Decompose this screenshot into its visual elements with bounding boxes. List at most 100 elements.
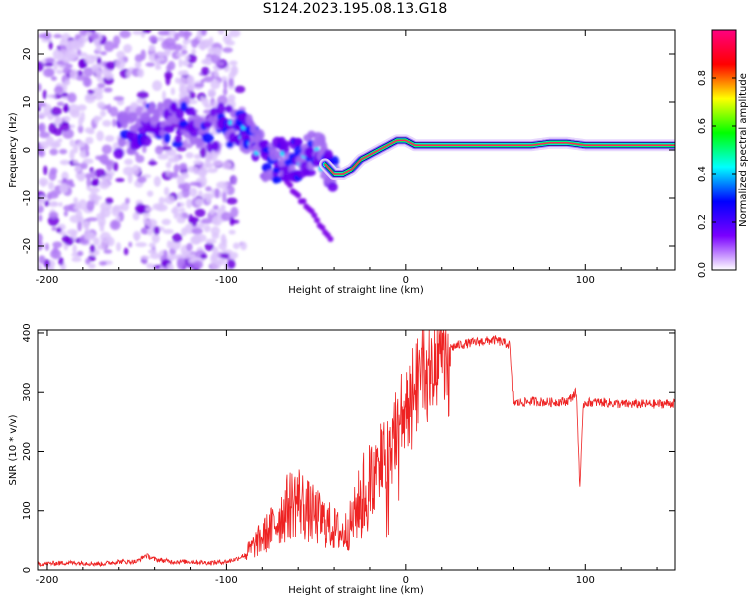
spectrogram-noise-blob <box>69 183 76 188</box>
spectrogram-noise-blob <box>226 197 238 205</box>
spectrogram-noise-blob <box>173 213 179 219</box>
spectrogram-noise-blob <box>186 198 193 209</box>
spectrogram-noise-blob <box>94 38 100 47</box>
spectrogram-noise-blob <box>77 220 82 232</box>
spectrogram-noise-blob <box>198 166 207 178</box>
spectrogram-noise-blob <box>89 244 96 253</box>
spectrogram-noise-blob <box>115 178 125 183</box>
spectrogram-noise-blob <box>228 78 234 87</box>
spectrogram-noise-blob <box>148 35 158 43</box>
spectrogram-noise-blob <box>182 59 189 67</box>
spectrogram-noise-blob <box>98 261 107 266</box>
spectrogram-noise-blob <box>199 147 207 159</box>
spectrogram-noise-blob <box>193 153 202 160</box>
spectrogram-noise-blob <box>220 252 229 260</box>
spectrogram-noise-blob <box>209 208 215 215</box>
spectrogram-ridge-edge <box>324 142 675 177</box>
spectrogram-noise-blob <box>200 175 207 187</box>
spectrogram-noise-blob <box>38 255 46 264</box>
spectrogram-noise-blob <box>134 54 143 63</box>
spectrogram-noise-blob <box>205 186 212 192</box>
spectrogram-noise-blob <box>153 176 161 187</box>
spectrogram-noise-blob <box>220 233 227 244</box>
spectrogram-noise-blob <box>97 101 106 109</box>
spectrogram-noise-blob <box>44 242 49 251</box>
spectrogram-ridge-blob <box>330 155 340 167</box>
spectrogram-noise-blob <box>145 62 155 67</box>
spectrogram-noise-blob <box>186 83 196 91</box>
spectrogram-noise-blob <box>200 79 205 84</box>
spectrogram-noise-blob <box>93 33 100 40</box>
spectrogram-noise-blob <box>193 83 205 88</box>
spectrogram-noise-blob <box>161 218 171 226</box>
spectrogram-ridge-band <box>324 139 675 175</box>
spectrogram-noise-blob <box>48 181 55 190</box>
snr-x-tick-label: 0 <box>403 575 409 586</box>
spectrogram-noise-blob <box>226 259 236 270</box>
spectrogram-noise-blob <box>134 151 139 158</box>
spectrogram-noise-blob <box>39 131 51 139</box>
spectrogram-noise-blob <box>156 51 167 57</box>
spectrogram-noise-blob <box>99 110 107 117</box>
spectrogram-noise-blob <box>191 38 198 48</box>
spectrogram-noise-blob <box>228 229 236 235</box>
spectrogram-noise-blob <box>171 50 181 60</box>
spectrogram-noise-blob <box>148 44 156 52</box>
spectrogram-ridge-blob <box>210 141 220 151</box>
spectrogram-noise-blob <box>84 93 96 104</box>
spectrogram-noise-blob <box>218 242 227 251</box>
spectrogram-noise-blob <box>212 160 224 167</box>
spectrogram-ridge-blob <box>303 169 316 177</box>
spectrogram-noise-blob <box>229 216 235 226</box>
spectrogram-noise-blob <box>63 204 75 212</box>
spectrogram-noise-blob <box>217 30 225 35</box>
spectrogram-noise-blob <box>186 242 193 252</box>
spectrogram-noise-blob <box>208 36 214 47</box>
spectrogram-noise-blob <box>175 77 180 84</box>
spectrogram-noise-blob <box>82 220 90 226</box>
spectrogram-y-tick-label: 20 <box>22 48 33 61</box>
spectrogram-noise-blob <box>112 44 119 49</box>
spectrogram-noise-blob <box>42 67 55 78</box>
spectrogram-noise-blob <box>191 216 198 227</box>
spectrogram-noise-blob <box>38 233 43 244</box>
spectrogram-noise-blob <box>154 145 164 155</box>
spectrogram-noise-blob <box>115 58 126 70</box>
spectrogram-noise-blob <box>52 49 61 60</box>
spectrogram-noise-blob <box>194 208 206 218</box>
spectrogram-noise-blob <box>140 255 150 260</box>
spectrogram-ridge-blob <box>128 111 138 123</box>
spectrogram-noise-blob <box>189 187 198 197</box>
spectrogram-ridge-blob <box>201 132 214 144</box>
spectrogram-noise-blob <box>230 65 239 76</box>
spectrogram-noise-blob <box>78 36 89 43</box>
snr-x-tick-label: -100 <box>215 575 238 586</box>
spectrogram-noise-blob <box>214 188 220 199</box>
spectrogram-noise-blob <box>205 238 217 244</box>
spectrogram-noise-blob <box>178 207 186 213</box>
spectrogram-y-tick-label: 10 <box>22 96 33 109</box>
spectrogram-noise-blob <box>142 145 147 154</box>
spectrogram-noise-blob <box>182 38 190 45</box>
spectrogram-noise-blob <box>153 226 160 235</box>
spectrogram-noise-blob <box>143 217 148 225</box>
spectrogram-noise-blob <box>148 161 158 166</box>
spectrogram-noise-blob <box>212 204 219 211</box>
spectrogram-noise-blob <box>88 187 101 193</box>
spectrogram-noise-blob <box>212 246 219 256</box>
spectrogram-noise-blob <box>176 258 186 269</box>
spectrogram-noise-blob <box>77 250 84 256</box>
spectrogram-noise-blob <box>112 35 121 46</box>
spectrogram-noise-blob <box>47 201 60 207</box>
spectrogram-y-tick-label: 0 <box>22 147 33 153</box>
spectrogram-noise-blob <box>210 79 221 90</box>
spectrogram-noise-blob <box>198 190 203 198</box>
spectrogram-noise-blob <box>104 135 115 142</box>
spectrogram-noise-blob <box>62 68 72 74</box>
spectrogram-noise-blob <box>85 136 94 145</box>
spectrogram-noise-blob <box>191 48 197 55</box>
spectrogram-noise-blob <box>43 62 54 67</box>
spectrogram-noise-blob <box>132 230 141 241</box>
spectrogram-noise-blob <box>199 39 207 51</box>
spectrogram-noise-blob <box>56 69 64 75</box>
